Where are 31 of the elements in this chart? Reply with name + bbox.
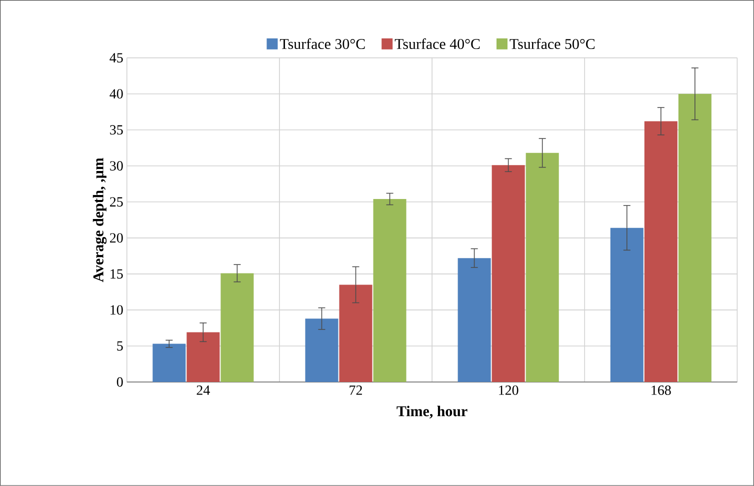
bar xyxy=(186,332,220,382)
x-tick-label: 72 xyxy=(350,386,362,395)
bar xyxy=(339,284,372,382)
bar xyxy=(305,318,338,382)
y-tick-label: 15 xyxy=(110,269,123,279)
y-tick-label: 25 xyxy=(110,197,123,207)
y-tick-label: 0 xyxy=(116,377,123,387)
y-tick-label: 5 xyxy=(117,341,123,351)
x-axis-title: Time, hour xyxy=(396,406,468,419)
legend-label: Tsurface 40°C xyxy=(394,38,480,50)
y-tick-label: 35 xyxy=(110,125,123,135)
legend-label: Tsurface 50°C xyxy=(510,38,595,50)
x-tick-label: 24 xyxy=(196,386,210,395)
y-axis-title: Average depth, ,µm xyxy=(92,158,107,282)
y-tick-label: 10 xyxy=(110,305,123,315)
y-tick-label: 40 xyxy=(110,89,123,99)
bar xyxy=(458,258,491,382)
bar xyxy=(678,94,712,382)
y-tick-label: 20 xyxy=(110,233,123,243)
x-tick-label: 168 xyxy=(652,386,671,396)
bar xyxy=(526,152,559,382)
bar xyxy=(492,165,525,382)
bar xyxy=(373,199,406,382)
x-tick-label: 120 xyxy=(499,386,518,396)
y-tick-label: 45 xyxy=(110,53,123,63)
legend-label: Tsurface 30°C xyxy=(280,38,365,50)
bar xyxy=(610,228,644,382)
bar xyxy=(220,273,254,382)
bar xyxy=(644,121,678,382)
bar xyxy=(152,344,186,382)
y-tick-label: 30 xyxy=(110,161,123,171)
